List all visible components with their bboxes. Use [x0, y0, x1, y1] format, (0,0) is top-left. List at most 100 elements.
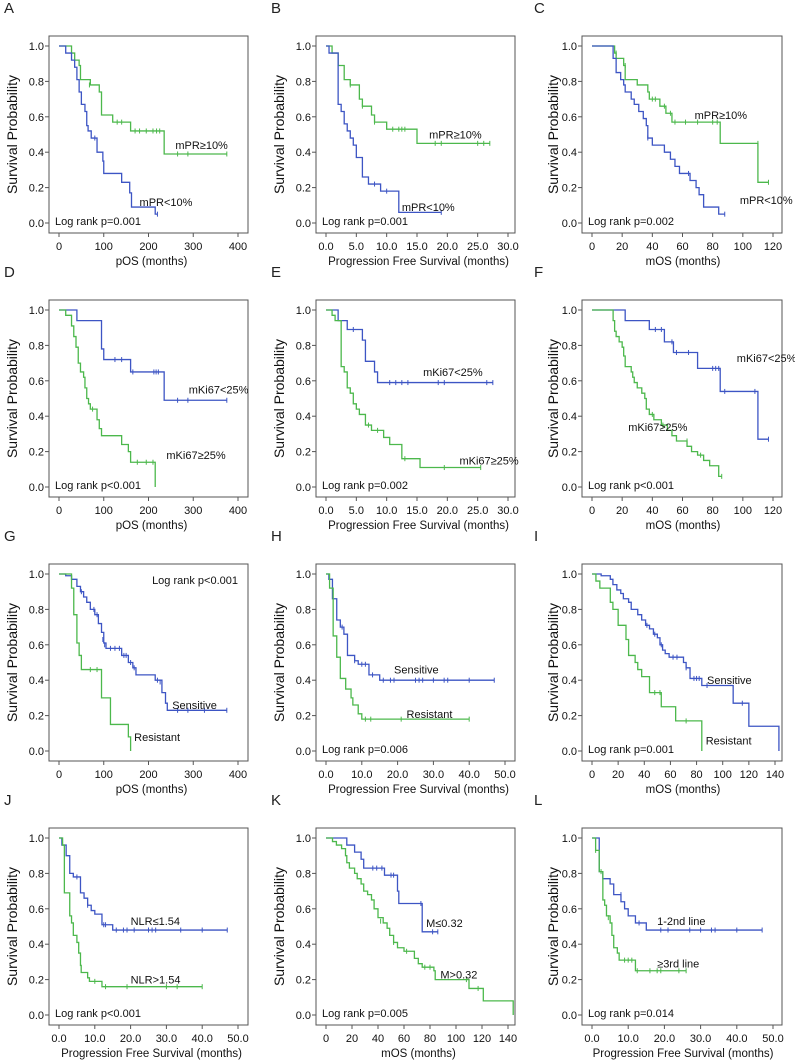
x-tick-label: 0.0 [318, 505, 333, 517]
x-tick-label: 80 [690, 769, 702, 781]
x-tick-label: 20.0 [387, 769, 408, 781]
x-tick-label: 0.0 [584, 1033, 599, 1045]
y-tick-label: 0.2 [562, 975, 577, 987]
x-tick-label: 5.0 [349, 505, 364, 517]
plot-frame [315, 35, 516, 234]
x-axis-label: Progression Free Survival (months) [328, 256, 509, 268]
series-label: mKi67<25% [737, 353, 795, 365]
x-tick-label: 200 [139, 505, 157, 517]
x-tick-label: 40 [638, 769, 650, 781]
km-chart: 0.0 0.2 0.4 0.6 0.8 1.0 0.0 5.0 10.0 15.0 20.0 25.0… [271, 299, 519, 532]
x-axis-label: pOS (months) [116, 256, 188, 268]
x-tick-label: 0 [56, 241, 62, 253]
series-label: Sensitive [707, 675, 752, 687]
series-label: NLR>1.54 [131, 975, 181, 987]
x-tick-label: 80 [424, 1033, 436, 1045]
km-chart: 0.0 0.2 0.4 0.6 0.8 1.0 0.0 10.0 20.0 30.0 40.0 50.… [4, 827, 249, 1060]
km-curve-green [326, 309, 481, 469]
series-label: Resistant [134, 732, 180, 744]
panel-letter: L [534, 792, 543, 809]
y-tick-label: 0.8 [29, 604, 44, 616]
series-label: Resistant [407, 709, 453, 721]
km-curve-blue [326, 573, 495, 681]
x-tick-label: 100 [95, 505, 113, 517]
x-tick-label: 20.0 [437, 505, 458, 517]
y-tick-label: 0.8 [562, 604, 577, 616]
y-axis-label: Survival Probability [545, 75, 561, 194]
series-label: mPR<10% [402, 202, 455, 214]
series-label: mPR<10% [740, 195, 793, 207]
km-panel-l: L 0.0 0.2 0.4 0.6 0.8 1.0 0.0 10.0 20.0 30.0 40.0 50… [530, 792, 795, 1060]
km-chart: 0.0 0.2 0.4 0.6 0.8 1.0 0 20 40 60 80 100 120 140 mOS … [271, 827, 517, 1060]
y-axis-label: Survival Probability [545, 867, 561, 986]
y-axis-label: Survival Probability [4, 867, 20, 986]
x-tick-label: 10.0 [617, 1033, 638, 1045]
y-axis-label: Survival Probability [4, 603, 20, 722]
x-tick-label: 60 [676, 241, 688, 253]
x-tick-label: 5.0 [349, 241, 364, 253]
x-axis-label: pOS (months) [116, 520, 188, 532]
x-tick-label: 10.0 [376, 241, 397, 253]
x-tick-label: 30.0 [497, 241, 518, 253]
km-curve-blue [59, 837, 228, 931]
km-curve-blue [59, 309, 227, 401]
y-tick-label: 1.0 [562, 41, 577, 53]
y-tick-label: 0.2 [296, 975, 311, 987]
x-tick-label: 40 [372, 1033, 384, 1045]
km-panel-f: F 0.0 0.2 0.4 0.6 0.8 1.0 0 20 40 60 80 100 120 mOS (m… [530, 264, 795, 532]
km-panel-a: A 0.0 0.2 0.4 0.6 0.8 1.0 0 100 200 300 400 pOS (mon… [0, 0, 265, 268]
x-tick-label: 40.0 [726, 1033, 747, 1045]
x-tick-label: 40.0 [191, 1033, 212, 1045]
x-tick-label: 60 [664, 769, 676, 781]
km-curve-green [592, 573, 703, 751]
y-tick-label: 0.4 [296, 939, 311, 951]
y-tick-label: 1.0 [29, 569, 44, 581]
log-rank-annotation: Log rank p=0.014 [588, 1008, 674, 1020]
x-tick-label: 120 [740, 769, 758, 781]
y-tick-label: 1.0 [296, 305, 311, 317]
x-axis-label: Progression Free Survival (months) [593, 1048, 774, 1060]
y-tick-label: 0.0 [296, 218, 311, 230]
y-tick-label: 0.8 [562, 340, 577, 352]
x-axis-label: mOS (months) [646, 520, 721, 532]
km-curve-blue [592, 309, 769, 440]
x-tick-label: 15.0 [406, 505, 427, 517]
x-tick-label: 40 [646, 505, 658, 517]
km-curve-green [59, 45, 227, 155]
km-panel-d: D 0.0 0.2 0.4 0.6 0.8 1.0 0 100 200 300 400 pOS (mon… [0, 264, 265, 532]
y-tick-label: 0.0 [29, 1010, 44, 1022]
log-rank-annotation: Log rank p=0.005 [322, 1008, 408, 1020]
km-chart: 0.0 0.2 0.4 0.6 0.8 1.0 0.0 10.0 20.0 30.0 40.0 50.… [545, 827, 784, 1060]
y-axis-label: Survival Probability [545, 339, 561, 458]
log-rank-annotation: Log rank p<0.001 [152, 575, 238, 587]
y-axis-label: Survival Probability [271, 867, 287, 986]
km-chart: 0.0 0.2 0.4 0.6 0.8 1.0 0 20 40 60 80 100 120 140 mOS … [545, 563, 784, 796]
y-tick-label: 0.6 [562, 112, 577, 124]
plot-frame [315, 563, 516, 762]
km-curve-green [592, 309, 722, 478]
x-tick-label: 20.0 [437, 241, 458, 253]
y-tick-label: 0.0 [562, 746, 577, 758]
panel-letter: D [4, 264, 15, 281]
y-tick-label: 0.4 [29, 147, 44, 159]
y-tick-label: 1.0 [296, 41, 311, 53]
panel-letter: G [4, 528, 16, 545]
x-tick-label: 20 [616, 241, 628, 253]
y-tick-label: 0.4 [296, 675, 311, 687]
x-tick-label: 400 [229, 505, 247, 517]
panel-letter: C [534, 0, 545, 17]
log-rank-annotation: Log rank p=0.002 [588, 216, 674, 228]
km-curve-blue [592, 45, 725, 215]
x-tick-label: 0 [589, 505, 595, 517]
x-tick-label: 20 [612, 769, 624, 781]
km-curve-blue [59, 45, 158, 215]
y-tick-label: 0.8 [296, 868, 311, 880]
km-panel-h: H 0.0 0.2 0.4 0.6 0.8 1.0 0.0 10.0 20.0 30.0 40.0 50… [267, 528, 532, 796]
x-tick-label: 60 [676, 505, 688, 517]
y-tick-label: 0.0 [562, 482, 577, 494]
y-axis-label: Survival Probability [271, 603, 287, 722]
x-tick-label: 140 [766, 769, 784, 781]
y-tick-label: 0.6 [29, 640, 44, 652]
y-tick-label: 0.4 [562, 147, 577, 159]
series-label: mPR≥10% [175, 140, 228, 152]
